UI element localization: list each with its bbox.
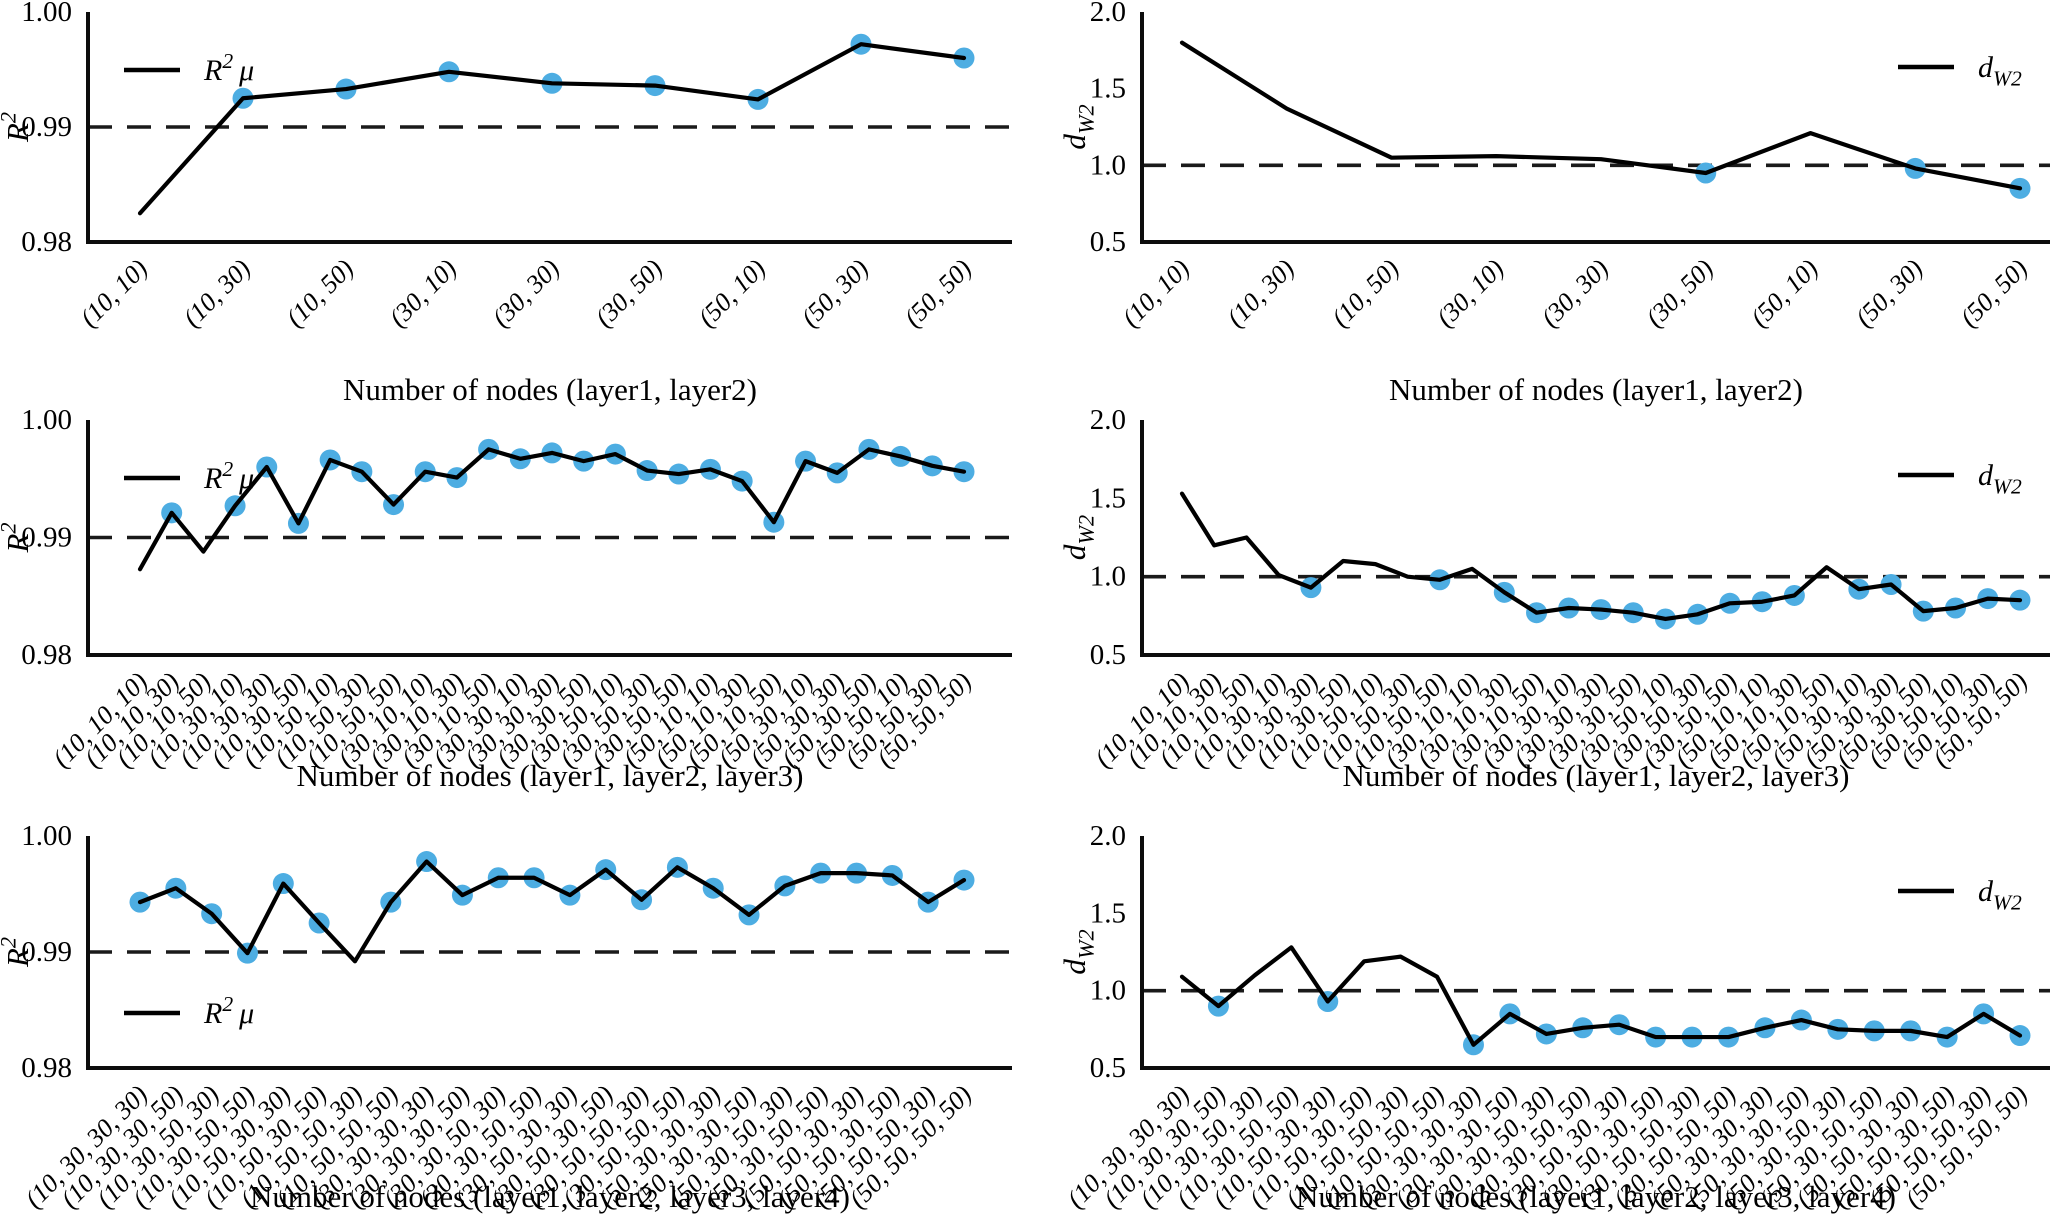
chart-r2-four-layers: 0.980.991.00(10, 30, 30, 30)(10, 30, 30,… [0, 820, 1012, 1214]
y-axis-title: R2 [0, 112, 35, 143]
y-tick-label: 0.98 [21, 639, 72, 671]
legend: R2 μ [124, 992, 254, 1030]
y-tick-label: 1.5 [1090, 897, 1126, 929]
legend: dW2 [1898, 459, 2022, 498]
y-tick-label: 0.98 [21, 1052, 72, 1084]
legend-label: R2 μ [203, 49, 254, 87]
y-tick-label: 2.0 [1090, 404, 1126, 436]
x-tick-label: (10, 30) [178, 254, 257, 333]
chart-dw2-three-layers: 0.51.01.52.0(10, 10, 10)(10, 10, 30)(10,… [1057, 404, 2050, 793]
y-tick-label: 2.0 [1090, 820, 1126, 852]
axis-spines [86, 420, 1012, 657]
x-tick-label: (10, 50) [1326, 254, 1405, 333]
x-tick-label: (50, 10) [1745, 254, 1824, 333]
y-axis-title: dW2 [1057, 515, 1099, 560]
axis-spines [1140, 836, 2050, 1070]
x-axis-title: Number of nodes (layer1, layer2, layer3,… [250, 1179, 850, 1214]
chart-dw2-four-layers: 0.51.01.52.0(10, 30, 30, 30)(10, 30, 30,… [1057, 820, 2050, 1214]
chart-r2-three-layers: 0.980.991.00(10, 10, 10)(10, 10, 30)(10,… [0, 404, 1012, 793]
y-tick-label: 1.5 [1090, 73, 1126, 105]
data-line [137, 859, 967, 964]
x-axis-title: Number of nodes (layer1, layer2, layer3) [297, 758, 804, 793]
y-axis-title: R2 [0, 937, 35, 968]
x-tick-label: (50, 10) [693, 254, 772, 333]
y-tick-label: 1.00 [21, 404, 72, 436]
y-tick-label: 1.00 [21, 0, 72, 28]
y-axis-title: R2 [0, 522, 35, 553]
x-tick-label: (30, 50) [1640, 254, 1719, 333]
x-tick-label: (10, 10) [75, 254, 154, 333]
x-tick-label: (50, 30) [1850, 254, 1929, 333]
chart-dw2-two-layers: 0.5 1.0 1.5 2.0 (10, 10) (10, 30) (10, 50) (30,… [1057, 0, 2050, 407]
axis-spines [86, 12, 1012, 244]
data-line [1179, 40, 2023, 191]
x-tick-label: (30, 30) [1536, 254, 1615, 333]
y-axis-title: dW2 [1057, 104, 1099, 149]
legend-label: R2 μ [203, 457, 254, 495]
chart-r2-two-layers: 0.98 0.99 1.00 (10, 10) (10, 30) (10, 50) (30,… [0, 0, 1012, 407]
x-tick-label: (10, 50) [281, 254, 360, 333]
data-line [1179, 945, 2023, 1047]
y-tick-label: 0.5 [1090, 639, 1126, 671]
y-tick-label: 1.00 [21, 820, 72, 852]
x-tick-label: (50, 50) [899, 254, 978, 333]
legend-label: R2 μ [203, 992, 254, 1030]
data-line [137, 447, 967, 572]
legend: dW2 [1898, 875, 2022, 914]
y-tick-label: 0.99 [21, 522, 72, 554]
y-tick-label: 0.99 [21, 936, 72, 968]
y-tick-label: 0.98 [21, 226, 72, 258]
y-tick-label: 0.5 [1090, 1052, 1126, 1084]
x-tick-label: (30, 10) [1431, 254, 1510, 333]
x-tick-label: (10, 10) [1117, 254, 1196, 333]
x-tick-label: (50, 30) [796, 254, 875, 333]
legend-label: dW2 [1978, 875, 2022, 914]
y-tick-label: 0.5 [1090, 226, 1126, 258]
legend: dW2 [1898, 51, 2022, 90]
x-axis-title: Number of nodes (layer1, layer2) [343, 372, 757, 407]
legend: R2 μ [124, 49, 254, 87]
legend-label: dW2 [1978, 51, 2022, 90]
y-tick-label: 1.0 [1090, 561, 1126, 593]
y-tick-label: 1.0 [1090, 975, 1126, 1007]
x-axis-title: Number of nodes (layer1, layer2, layer3,… [1296, 1179, 1896, 1214]
x-axis-title: Number of nodes (layer1, layer2, layer3) [1343, 758, 1850, 793]
y-tick-label: 0.99 [21, 111, 72, 143]
x-tick-label: (10, 30) [1221, 254, 1300, 333]
x-tick-label: (30, 50) [590, 254, 669, 333]
x-tick-label: (50, 50) [1955, 254, 2034, 333]
y-tick-label: 1.0 [1090, 149, 1126, 181]
legend: R2 μ [124, 457, 254, 495]
data-line [1179, 491, 2023, 622]
axis-spines [1140, 12, 2050, 244]
axis-spines [1140, 420, 2050, 657]
data-line [137, 42, 967, 216]
y-tick-label: 2.0 [1090, 0, 1126, 28]
x-tick-label: (30, 10) [384, 254, 463, 333]
x-axis-title: Number of nodes (layer1, layer2) [1389, 372, 1803, 407]
x-tick-label: (30, 30) [487, 254, 566, 333]
legend-label: dW2 [1978, 459, 2022, 498]
y-axis-title: dW2 [1057, 929, 1099, 974]
axis-spines [86, 836, 1012, 1070]
y-tick-label: 1.5 [1090, 482, 1126, 514]
